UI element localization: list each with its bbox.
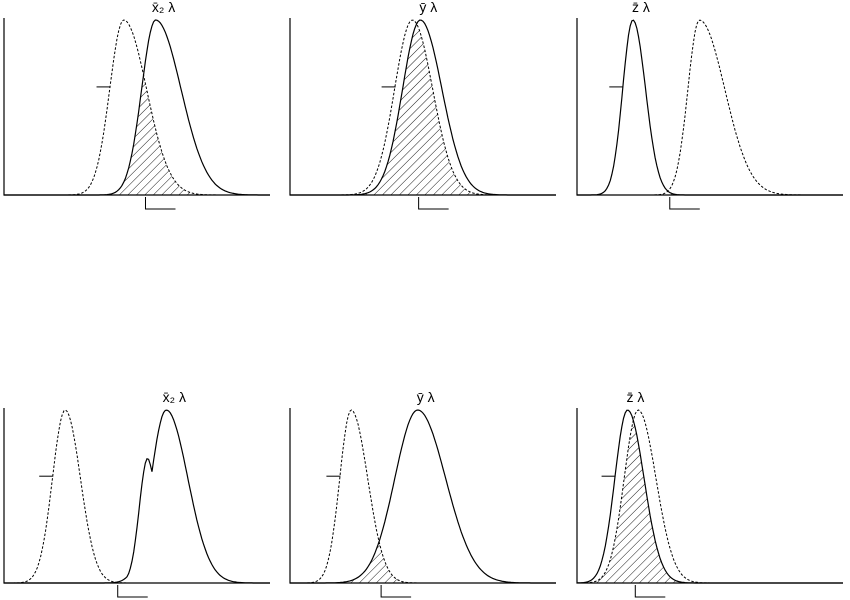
panel-label: z̄ λ bbox=[632, 0, 650, 15]
solid-curve bbox=[577, 19, 843, 196]
panel-bottom-left: x̄₂ λ bbox=[3, 389, 270, 598]
panel-top-right: z̄ λ bbox=[576, 0, 843, 210]
solid-curve bbox=[4, 19, 270, 196]
overlap-hatch bbox=[4, 75, 270, 195]
overlap-bracket bbox=[634, 585, 666, 598]
overlap-hatch bbox=[290, 24, 556, 196]
solid-curve bbox=[577, 409, 843, 584]
overlap-bracket bbox=[144, 197, 176, 210]
panel-label: ȳ λ bbox=[417, 389, 435, 405]
axes bbox=[576, 18, 843, 196]
panel-label: x̄₂ λ bbox=[152, 0, 175, 15]
overlap-bracket bbox=[418, 197, 449, 210]
dashed-curve bbox=[577, 19, 843, 196]
panel-bottom-middle: ȳ λ bbox=[289, 389, 556, 598]
axes bbox=[3, 408, 270, 584]
panel-label: z̄ λ bbox=[627, 389, 645, 405]
solid-curve bbox=[4, 409, 270, 584]
axes bbox=[289, 408, 556, 584]
overlap-bracket bbox=[380, 585, 412, 598]
panel-label: ȳ λ bbox=[419, 0, 437, 15]
panel-label: x̄₂ λ bbox=[163, 389, 186, 405]
panel-top-middle: ȳ λ bbox=[289, 0, 556, 210]
panel-bottom-right: z̄ λ bbox=[576, 389, 843, 598]
dashed-curve bbox=[290, 409, 556, 584]
dashed-curve bbox=[4, 409, 270, 584]
solid-curve bbox=[290, 409, 556, 584]
panel-top-left: x̄₂ λ bbox=[3, 0, 270, 210]
solid-curve bbox=[290, 19, 556, 196]
overlap-bracket bbox=[117, 585, 148, 598]
overlap-hatch bbox=[577, 421, 843, 583]
overlap-bracket bbox=[669, 197, 700, 210]
